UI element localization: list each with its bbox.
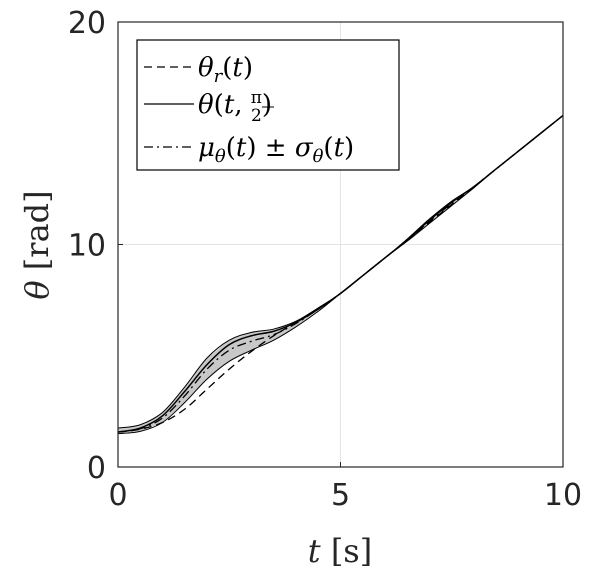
x-tick-label-1: 5 [331, 478, 350, 513]
x-axis-label: t [s] [308, 532, 372, 570]
legend-box [136, 39, 400, 171]
legend-label-reference: θr(t) [198, 53, 253, 87]
series-lines [117, 114, 564, 435]
x-tick-label-0: 0 [108, 478, 127, 513]
series-line-4 [117, 115, 564, 435]
y-tick-label-2: 20 [68, 6, 106, 41]
legend-label-theta: θ(t, π 2) [198, 88, 272, 126]
axis-ticks: 0 5 10 0 10 20 [68, 6, 582, 513]
legend-label-mean: μθ(t) ± σθ(t) [198, 133, 354, 167]
std-band [118, 115, 563, 434]
legend: θr(t) θ(t, π 2) μθ(t) ± σθ(t) [136, 39, 400, 171]
y-axis-label: θ [rad] [18, 190, 56, 299]
y-tick-label-0: 0 [87, 451, 106, 486]
x-tick-label-2: 10 [544, 478, 582, 513]
y-tick-label-1: 10 [68, 229, 106, 264]
